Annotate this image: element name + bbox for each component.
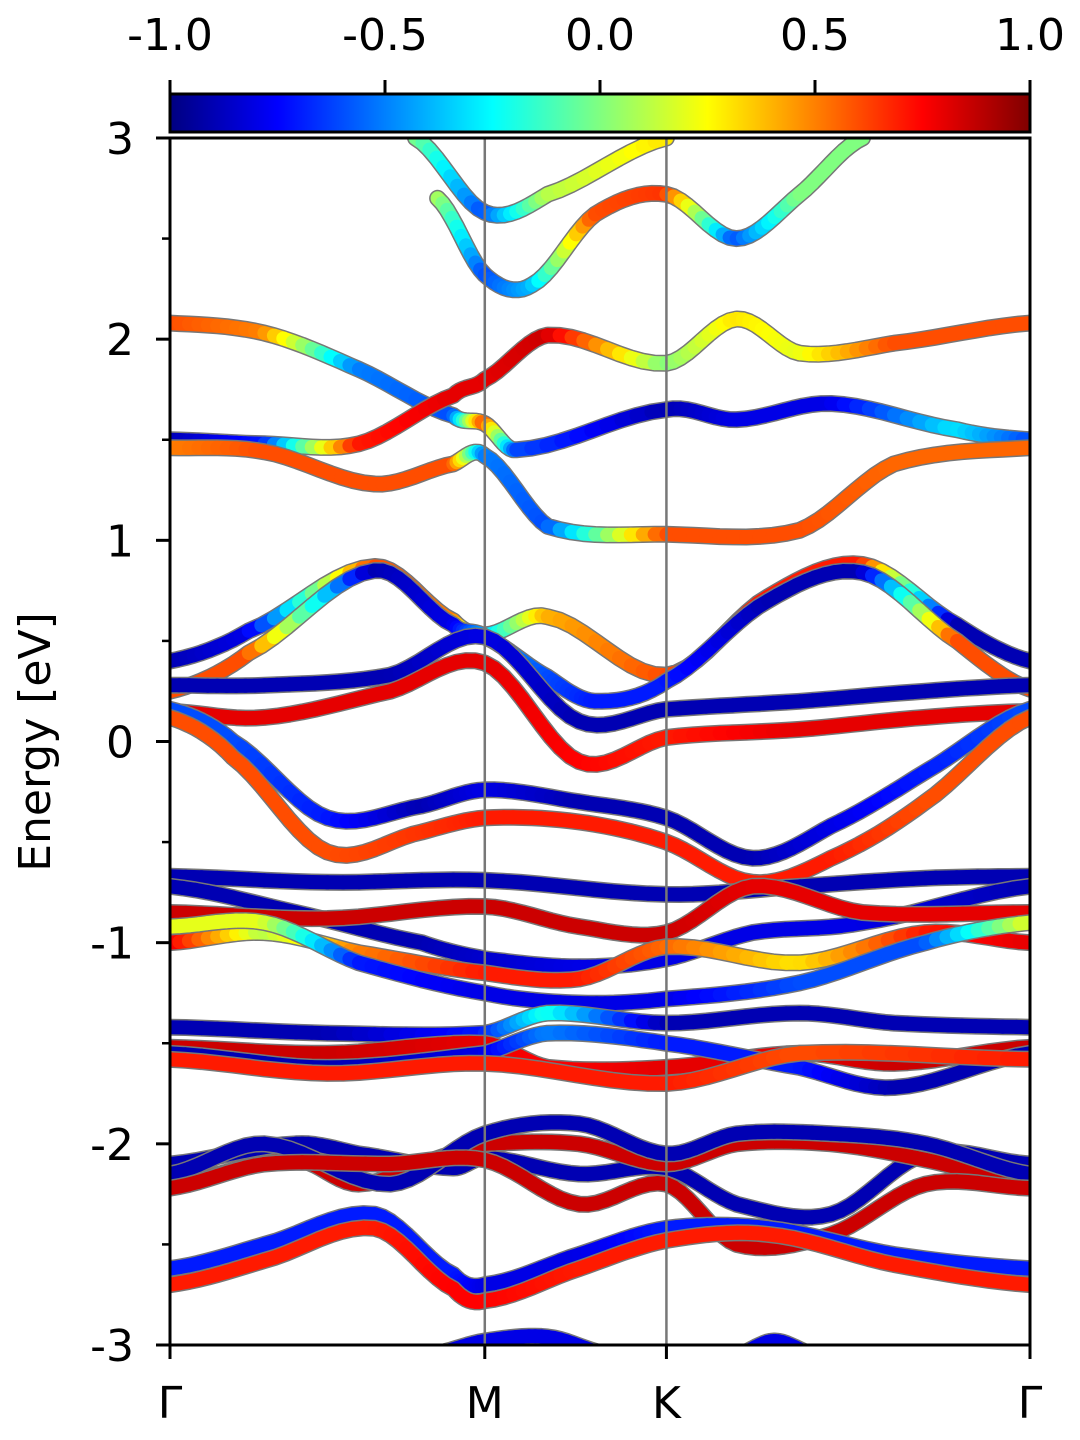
band-1: [407, 138, 675, 224]
band-segment: [807, 1353, 811, 1354]
band-9: [170, 652, 1030, 773]
band-segment: [579, 1341, 597, 1345]
y-tick-label: -1: [90, 919, 134, 970]
band-segment: [598, 1352, 604, 1354]
band-10: [170, 700, 1030, 867]
band-24: [170, 1149, 1030, 1257]
bands: [170, 138, 1030, 1355]
band-segment: [737, 1354, 741, 1355]
band-12: [170, 867, 1030, 903]
band-segment: [450, 1339, 469, 1345]
high-symmetry-lines: [483, 138, 668, 1345]
band-segment: [604, 1354, 610, 1355]
band-segment: [1000, 1051, 1030, 1067]
colorbar-tick-label: -0.5: [342, 10, 428, 61]
band-segment: [740, 1353, 744, 1354]
band-segment: [788, 1340, 805, 1345]
band-segment: [793, 1342, 807, 1345]
y-tick-label: 0: [106, 718, 134, 769]
band-11: [170, 708, 1030, 892]
colorbar-tick-label: 1.0: [995, 10, 1065, 61]
band-segment: [1012, 1180, 1030, 1196]
band-5: [170, 439, 1030, 546]
band-segment: [442, 1343, 456, 1345]
band-20: [170, 1043, 1030, 1092]
colorbar-tick-label: 0.0: [565, 10, 635, 61]
band-segment: [1009, 1276, 1030, 1292]
band-8: [170, 627, 1030, 734]
band-segment: [442, 1344, 448, 1345]
band-segment: [1006, 879, 1030, 896]
band-segment: [744, 1342, 758, 1345]
band-segment: [1012, 915, 1030, 931]
band-segment: [434, 1353, 440, 1354]
colorbar: -1.0 -0.5 0.0 0.5 1.0: [127, 10, 1065, 134]
band-segment: [1009, 1260, 1030, 1276]
band-segment: [1012, 1156, 1030, 1171]
colorbar-tick-label: 0.5: [780, 10, 850, 61]
x-tick-label: M: [466, 1378, 504, 1429]
band-17: [170, 1004, 1030, 1044]
colorbar-ticks: -1.0 -0.5 0.0 0.5 1.0: [127, 10, 1065, 94]
band-segment: [744, 1344, 752, 1345]
band-28: [737, 1332, 815, 1355]
band-segment: [428, 1354, 434, 1355]
y-tick-label: -2: [90, 1120, 134, 1171]
band-segment: [1012, 934, 1030, 950]
band-segment: [746, 1340, 763, 1345]
band-segment: [799, 1344, 807, 1345]
band-14: [170, 877, 1030, 944]
colorbar-bar: [168, 92, 1032, 134]
colorbar-tick-label: -1.0: [127, 10, 213, 61]
band-segment: [587, 1343, 599, 1345]
band-segment: [811, 1354, 815, 1355]
band-segment: [1012, 1165, 1030, 1181]
x-tick-label: Γ: [1018, 1378, 1043, 1429]
band-16: [170, 912, 1030, 1012]
band-26: [170, 1219, 1030, 1311]
band-segment: [1012, 710, 1030, 730]
x-tick-label: K: [652, 1378, 682, 1429]
y-tick-label: 2: [106, 315, 134, 366]
band-segment: [445, 1341, 463, 1345]
y-axis: -3 -2 -1 0 1 2 3: [90, 114, 170, 1372]
y-axis-title: Energy [eV]: [10, 612, 61, 872]
band-segment: [1009, 440, 1030, 456]
y-tick-label: 3: [106, 114, 134, 165]
band-segment: [1009, 316, 1030, 332]
y-tick-label: 1: [106, 516, 134, 567]
band-3: [170, 314, 1030, 459]
x-tick-label: Γ: [158, 1378, 183, 1429]
y-tick-label: -3: [90, 1321, 134, 1372]
